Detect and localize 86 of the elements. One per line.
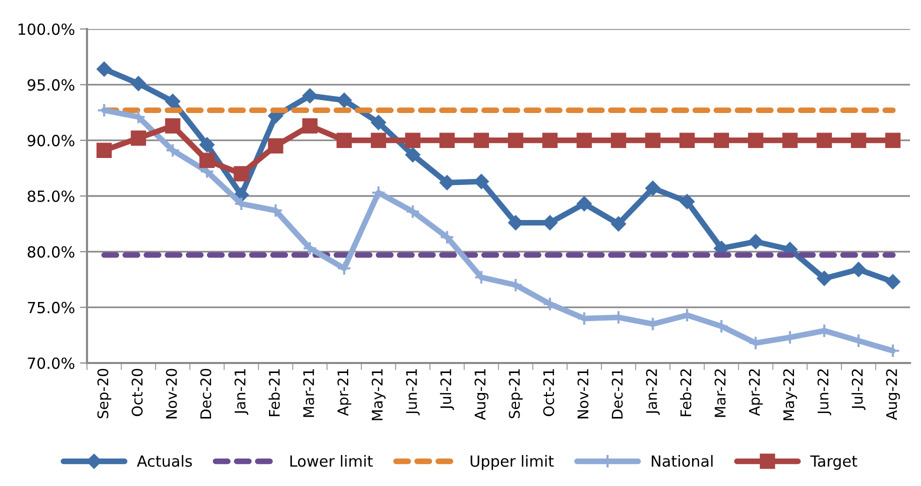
y-tick-label: 70.0%	[28, 357, 74, 370]
point	[336, 92, 352, 108]
point	[679, 132, 695, 148]
x-tick-label: May-22	[783, 369, 798, 420]
point	[165, 143, 180, 158]
point	[850, 262, 866, 278]
point	[680, 194, 695, 210]
y-tick-label: 95.0%	[28, 79, 74, 91]
point	[336, 132, 352, 148]
y-tick-label: 75.0%	[28, 302, 74, 314]
point	[850, 132, 866, 148]
point	[96, 142, 112, 158]
point	[199, 152, 215, 168]
legend-label: National	[652, 455, 713, 467]
point	[576, 196, 592, 212]
point	[851, 333, 866, 348]
x-tick-label: Nov-21	[577, 369, 588, 418]
point	[370, 132, 386, 148]
point	[336, 261, 352, 276]
point	[885, 274, 900, 290]
point	[302, 241, 318, 256]
point	[302, 118, 318, 134]
point	[405, 204, 420, 219]
y-tick-label: 80.0%	[28, 246, 74, 258]
point	[165, 94, 180, 109]
point	[405, 147, 420, 162]
x-tick-label: Aug-22	[886, 369, 900, 420]
point	[542, 296, 558, 312]
point	[645, 180, 660, 196]
x-tick-label: Jan-21	[234, 369, 248, 415]
point	[885, 132, 900, 148]
x-tick-label: Jun-22	[817, 369, 832, 416]
x-tick-label: Apr-21	[337, 369, 352, 416]
point	[405, 132, 420, 148]
x-tick-label: Jun-21	[406, 369, 420, 416]
legend-label: Upper limit	[470, 455, 554, 470]
point	[816, 270, 832, 286]
point	[371, 185, 386, 200]
legend-label: Actuals	[136, 455, 192, 467]
x-tick-label: Mar-21	[303, 369, 314, 417]
x-tick-label: Nov-20	[166, 368, 177, 418]
point	[508, 132, 524, 148]
x-tick-label: Oct-21	[543, 369, 554, 416]
x-tick-label: Dec-20	[200, 368, 212, 418]
point	[886, 343, 900, 358]
x-tick-label: Dec-21	[612, 369, 623, 418]
x-tick-label: Sep-20	[97, 368, 112, 418]
point	[440, 230, 454, 244]
point	[130, 76, 146, 92]
point	[714, 132, 730, 148]
point	[96, 62, 112, 77]
point	[748, 132, 764, 148]
point	[816, 132, 832, 148]
point	[610, 216, 626, 232]
y-tick-label: 85.0%	[28, 190, 74, 202]
x-tick-label: Oct-20	[132, 368, 143, 416]
point	[542, 132, 558, 148]
point	[576, 132, 592, 148]
legend-label: Lower limit	[290, 455, 373, 467]
x-tick-label: Feb-21	[268, 369, 280, 416]
x-tick-label: Feb-22	[680, 369, 692, 416]
x-tick-label: Apr-22	[748, 369, 763, 416]
point	[610, 132, 626, 148]
point	[130, 130, 146, 146]
legend-label: Target	[810, 456, 858, 470]
point	[234, 166, 249, 182]
point	[645, 132, 660, 148]
x-tick-label: Jul-22	[852, 369, 866, 410]
point	[474, 132, 489, 148]
point	[199, 137, 215, 152]
point	[439, 132, 455, 148]
x-tick-label: Jul-21	[440, 369, 454, 410]
y-tick-label: 90.0%	[28, 134, 74, 146]
x-tick-label: Mar-22	[714, 369, 726, 417]
point	[268, 138, 284, 154]
x-tick-label: Jan-22	[646, 369, 660, 415]
point	[370, 114, 386, 130]
x-tick-label: May-21	[372, 369, 386, 420]
y-tick-label: 100.0%	[18, 23, 74, 36]
point	[748, 234, 764, 250]
x-tick-label: Aug-21	[474, 369, 488, 420]
point	[165, 118, 180, 134]
x-tick-label: Sep-21	[508, 369, 523, 418]
point	[302, 88, 318, 104]
point	[714, 318, 729, 334]
point	[782, 132, 798, 148]
